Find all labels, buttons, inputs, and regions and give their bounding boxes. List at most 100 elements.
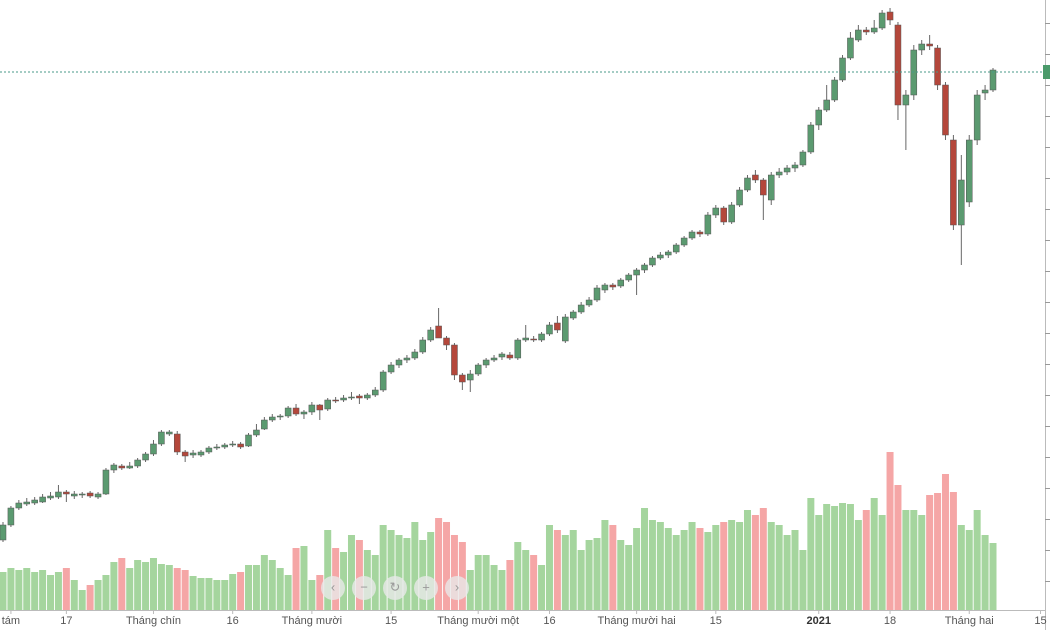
candle-body bbox=[894, 24, 902, 106]
candle-body bbox=[419, 339, 427, 353]
candle-body bbox=[308, 404, 316, 413]
candle-body bbox=[110, 464, 118, 471]
candle-body bbox=[704, 214, 712, 235]
volume-bar bbox=[197, 578, 205, 610]
candle-body bbox=[197, 451, 205, 456]
volume-bar bbox=[466, 570, 474, 610]
volume-bar bbox=[252, 565, 260, 610]
volume-bar bbox=[720, 522, 728, 610]
candle-body bbox=[15, 502, 23, 509]
candle-body bbox=[609, 284, 617, 288]
volume-bar bbox=[561, 535, 569, 610]
candle-body bbox=[245, 434, 252, 447]
volume-bar bbox=[577, 550, 585, 610]
volume-bar bbox=[443, 522, 451, 610]
volume-bar bbox=[593, 538, 601, 610]
candle-body bbox=[467, 373, 474, 381]
x-tick-label: 15 bbox=[385, 615, 397, 627]
reset-button[interactable]: ↻ bbox=[383, 576, 407, 600]
zoom-out-button[interactable]: − bbox=[352, 576, 376, 600]
candle-body bbox=[728, 204, 735, 223]
candle-body bbox=[823, 99, 830, 111]
x-tick-label: 18 bbox=[884, 615, 896, 627]
candle-body bbox=[78, 493, 86, 496]
candle-body bbox=[411, 351, 419, 359]
volume-bar bbox=[284, 575, 292, 610]
volume-bar bbox=[23, 568, 31, 610]
volume-bar bbox=[229, 574, 237, 610]
scroll-left-button[interactable]: ‹ bbox=[321, 576, 345, 600]
volume-bar bbox=[165, 565, 173, 610]
candle-body bbox=[142, 453, 149, 461]
candle-body bbox=[981, 89, 989, 94]
candle-body bbox=[554, 322, 561, 331]
candle-body bbox=[522, 337, 529, 341]
candle-body bbox=[39, 496, 46, 503]
x-tick-label: Tháng mười hai bbox=[598, 615, 676, 627]
volume-bar bbox=[957, 525, 965, 610]
candle-body bbox=[292, 407, 300, 415]
volume-bar bbox=[522, 550, 530, 610]
volume-bar bbox=[371, 555, 379, 610]
volume-bar bbox=[39, 570, 47, 610]
candle-body bbox=[173, 433, 181, 453]
candle-body bbox=[474, 364, 482, 375]
candle-body bbox=[229, 443, 236, 446]
candle-body bbox=[688, 231, 696, 239]
candle-body bbox=[744, 177, 751, 191]
zoom-in-button[interactable]: + bbox=[414, 576, 438, 600]
volume-bar bbox=[767, 522, 775, 610]
plot: tám 17 Tháng chín 16 Tháng mười 15 Tháng mười … bbox=[0, 8, 1050, 627]
candle-body bbox=[902, 94, 910, 106]
candle-body bbox=[736, 189, 743, 206]
volume-bar bbox=[78, 590, 86, 610]
volume-bar bbox=[712, 525, 720, 610]
candle-body bbox=[680, 237, 688, 246]
candle-body bbox=[482, 359, 490, 366]
volume-bar bbox=[173, 568, 181, 610]
volume-bar bbox=[585, 540, 593, 610]
volume-bar bbox=[545, 525, 553, 610]
candle-body bbox=[641, 264, 648, 271]
candle-body bbox=[657, 254, 664, 259]
volume-bar bbox=[878, 515, 886, 610]
volume-bar bbox=[941, 474, 949, 610]
volume-bar bbox=[783, 535, 791, 610]
candle-body bbox=[958, 179, 965, 226]
volume-bar bbox=[965, 530, 973, 610]
candle-body bbox=[332, 399, 339, 402]
volume-bar bbox=[839, 503, 847, 610]
candle-body bbox=[387, 364, 395, 373]
volume-bar bbox=[355, 540, 363, 610]
volume-bar bbox=[110, 562, 118, 610]
candle-body bbox=[775, 171, 783, 176]
volume-bar bbox=[213, 580, 221, 610]
candle-body bbox=[863, 29, 870, 33]
volume-bar bbox=[736, 522, 744, 610]
scroll-right-button[interactable]: › bbox=[445, 576, 469, 600]
candle-body bbox=[47, 495, 54, 499]
candle-body bbox=[585, 299, 593, 306]
volume-bar bbox=[664, 528, 672, 610]
candle-body bbox=[86, 492, 94, 497]
volume-bar bbox=[102, 575, 110, 610]
volume-bar bbox=[347, 535, 355, 610]
volume-bar bbox=[268, 560, 276, 610]
candle-body bbox=[950, 139, 957, 226]
volume-bar bbox=[300, 546, 308, 610]
candle-body bbox=[348, 396, 355, 399]
candle-body bbox=[847, 37, 854, 59]
volume-bar bbox=[189, 576, 197, 610]
volume-bar bbox=[47, 575, 55, 610]
candle-body bbox=[253, 429, 260, 436]
volume-bar bbox=[601, 520, 609, 610]
candle-body bbox=[712, 207, 720, 216]
volume-bar bbox=[514, 542, 522, 610]
x-tick-label: tám bbox=[2, 615, 20, 627]
candle-body bbox=[696, 231, 704, 235]
volume-bar bbox=[815, 515, 823, 610]
candle-body bbox=[63, 491, 70, 495]
candle-body bbox=[237, 443, 244, 448]
candle-body bbox=[269, 416, 276, 421]
